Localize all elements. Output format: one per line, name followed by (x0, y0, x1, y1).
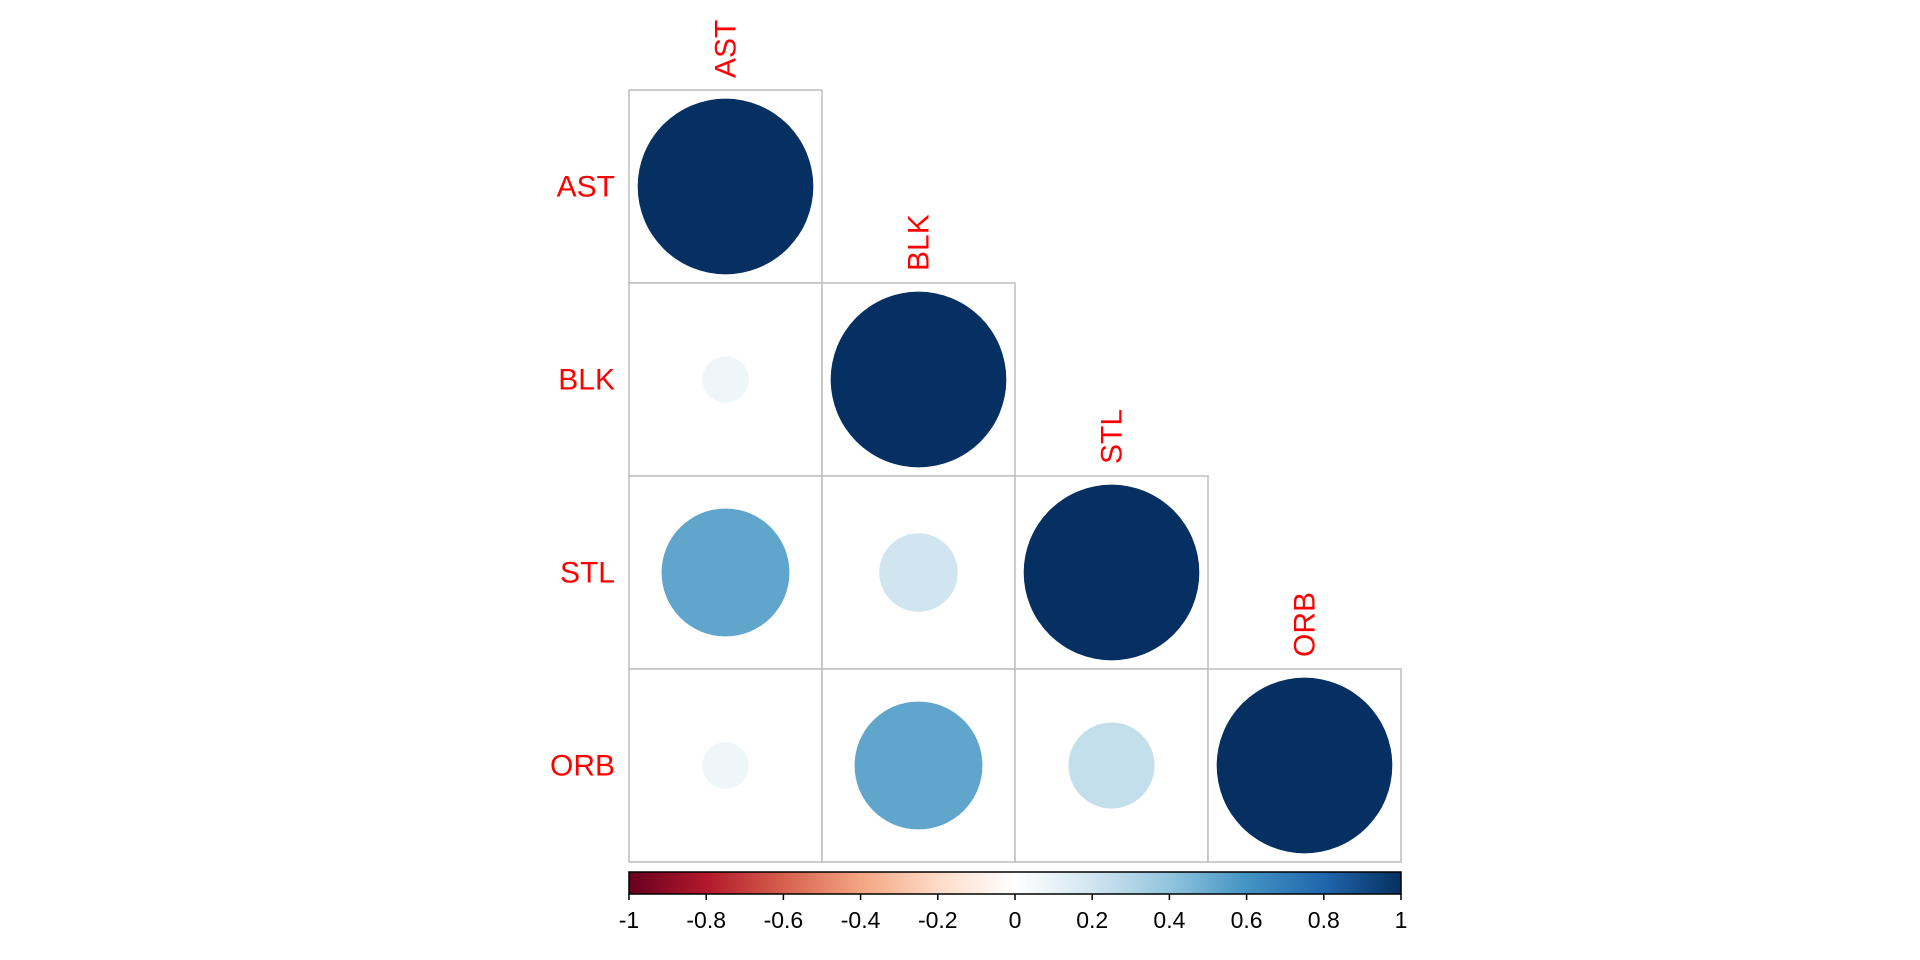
column-label-blk: BLK (903, 214, 936, 271)
circle-orb-stl (1068, 722, 1155, 809)
column-label-stl: STL (1096, 409, 1129, 464)
colorbar-tick-label-4: -0.2 (918, 907, 958, 933)
circle-blk-ast (702, 356, 749, 403)
circle-orb-orb (1216, 677, 1393, 854)
colorbar-tick-label-0: -1 (619, 907, 639, 933)
row-label-ast: AST (557, 171, 615, 204)
colorbar-tick-label-3: -0.4 (841, 907, 881, 933)
column-label-orb: ORB (1289, 592, 1322, 657)
colorbar-tick-label-8: 0.6 (1231, 907, 1263, 933)
colorbar-tick-label-10: 1 (1395, 907, 1408, 933)
circle-stl-ast (661, 508, 790, 637)
correlation-cells (628, 89, 1402, 863)
column-labels: AST BLK STL ORB (710, 20, 1322, 657)
circle-blk-blk (830, 291, 1007, 468)
color-legend: -1 -0.8 -0.6 -0.4 -0.2 0 0.2 0.4 0.6 0.8 1 (619, 871, 1408, 933)
colorbar-tick-label-6: 0.2 (1076, 907, 1108, 933)
circle-ast-ast (637, 98, 814, 275)
row-label-stl: STL (560, 557, 615, 590)
colorbar-tick-label-1: -0.8 (686, 907, 726, 933)
circle-stl-stl (1023, 484, 1200, 661)
colorbar-tick-label-7: 0.4 (1153, 907, 1185, 933)
colorbar-tick-label-9: 0.8 (1308, 907, 1340, 933)
column-label-ast: AST (710, 20, 743, 78)
color-legend-ticks: -1 -0.8 -0.6 -0.4 -0.2 0 0.2 0.4 0.6 0.8 1 (619, 894, 1408, 933)
colorbar-tick-label-2: -0.6 (764, 907, 804, 933)
row-label-orb: ORB (550, 750, 615, 783)
color-legend-bar (628, 871, 1402, 895)
circle-orb-ast (702, 742, 749, 789)
row-labels: AST BLK STL ORB (550, 171, 615, 783)
circle-stl-blk (879, 533, 958, 612)
circle-orb-blk (854, 701, 983, 830)
row-label-blk: BLK (558, 364, 615, 397)
colorbar-tick-label-5: 0 (1009, 907, 1022, 933)
